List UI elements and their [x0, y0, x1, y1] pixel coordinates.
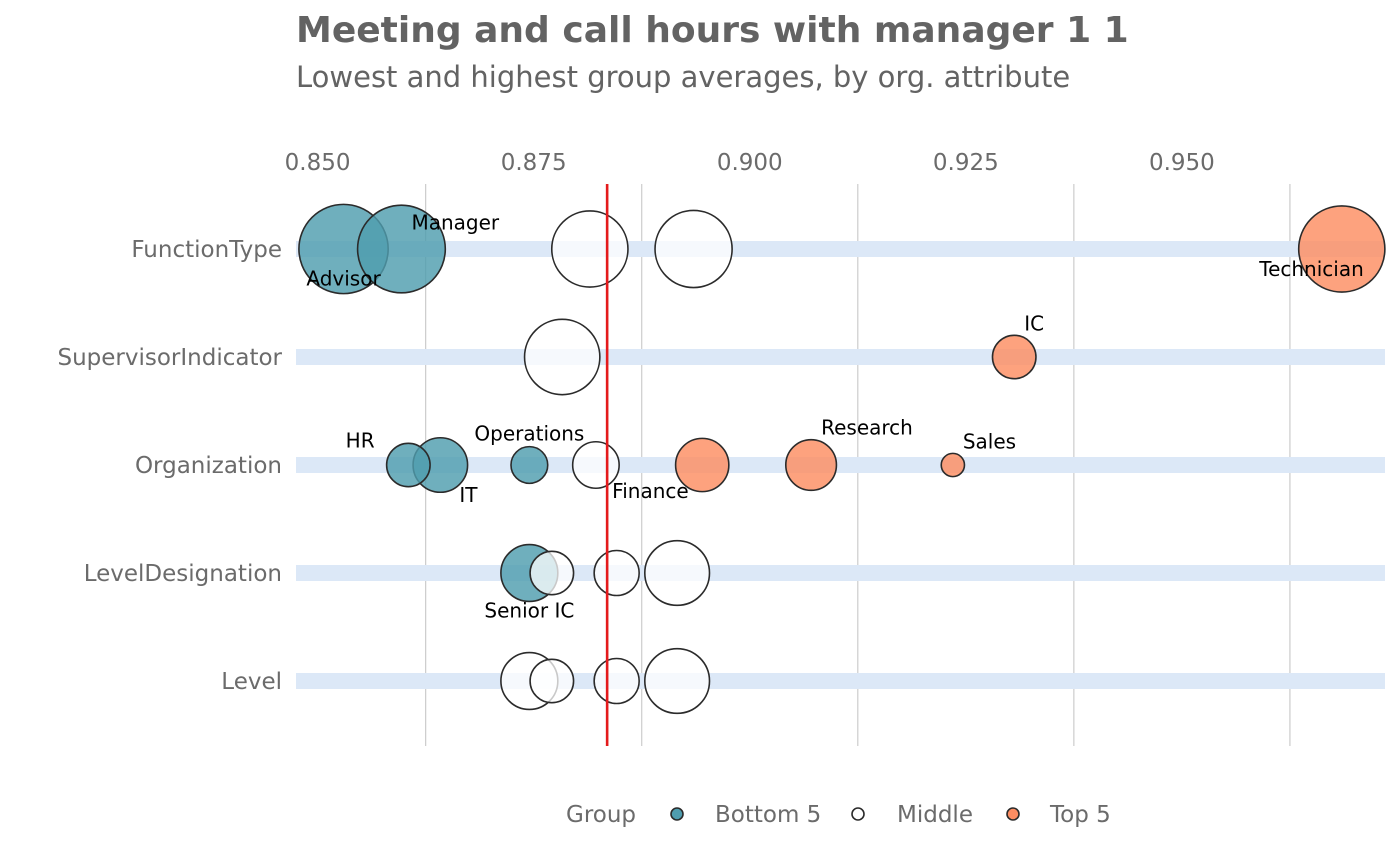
data-point: [654, 209, 733, 289]
legend: Group Bottom 5 Middle Top 5: [566, 802, 1111, 828]
chart-title: Meeting and call hours with manager 1 1: [296, 10, 1129, 51]
point-label: Finance: [612, 479, 689, 503]
data-point: [529, 550, 575, 596]
x-tick-label: 0.875: [501, 150, 567, 176]
data-point: [784, 438, 838, 492]
point-label: Sales: [963, 429, 1016, 453]
legend-label: Top 5: [1049, 802, 1111, 828]
category-track: [296, 457, 1385, 473]
legend-key: [1006, 807, 1020, 821]
data-point: [523, 318, 601, 396]
data-point: [550, 210, 629, 288]
data-point: [991, 334, 1037, 380]
data-point: [674, 437, 730, 493]
y-axis-labels: FunctionType SupervisorIndicator Organizat…: [57, 237, 282, 695]
data-point: [940, 452, 966, 478]
y-axis-category-label: Level: [221, 669, 282, 695]
x-axis-ticks: 0.850 0.875 0.900 0.925 0.950: [285, 150, 1215, 176]
data-point: [356, 204, 447, 294]
x-tick-label: 0.850: [285, 150, 351, 176]
y-axis-category-label: FunctionType: [131, 237, 282, 263]
category-track: [296, 241, 1385, 257]
legend-title: Group: [566, 802, 636, 828]
data-point: [529, 658, 575, 704]
category-track: [296, 565, 1385, 581]
point-label: Operations: [474, 422, 584, 446]
data-point: [644, 647, 711, 715]
legend-label: Middle: [897, 802, 973, 828]
data-point: [593, 657, 640, 705]
chart-subtitle: Lowest and highest group averages, by or…: [296, 60, 1070, 94]
point-label: Senior IC: [484, 598, 574, 622]
category-track: [296, 673, 1385, 689]
data-point: [644, 539, 711, 607]
point-labels: Advisor Manager Technician IC HR IT Operations…: [306, 211, 1363, 623]
category-track: [296, 349, 1385, 365]
legend-key: [851, 807, 865, 821]
legend-label: Bottom 5: [715, 802, 821, 828]
point-label: Technician: [1258, 257, 1364, 281]
x-tick-label: 0.925: [933, 150, 999, 176]
y-axis-category-label: LevelDesignation: [84, 561, 282, 587]
data-point: [385, 442, 431, 488]
point-label: HR: [346, 428, 375, 452]
legend-key: [670, 807, 684, 821]
data-points: [298, 203, 1386, 715]
data-point: [1297, 205, 1386, 293]
point-label: Manager: [411, 211, 499, 235]
point-label: Research: [821, 416, 913, 440]
x-tick-label: 0.950: [1149, 150, 1215, 176]
point-label: Advisor: [306, 267, 381, 291]
point-label: IC: [1024, 311, 1044, 335]
data-point: [593, 549, 640, 597]
y-axis-category-label: Organization: [135, 453, 282, 479]
data-point: [510, 445, 549, 485]
point-label: IT: [459, 483, 478, 507]
y-axis-category-label: SupervisorIndicator: [57, 345, 282, 371]
x-tick-label: 0.900: [717, 150, 783, 176]
